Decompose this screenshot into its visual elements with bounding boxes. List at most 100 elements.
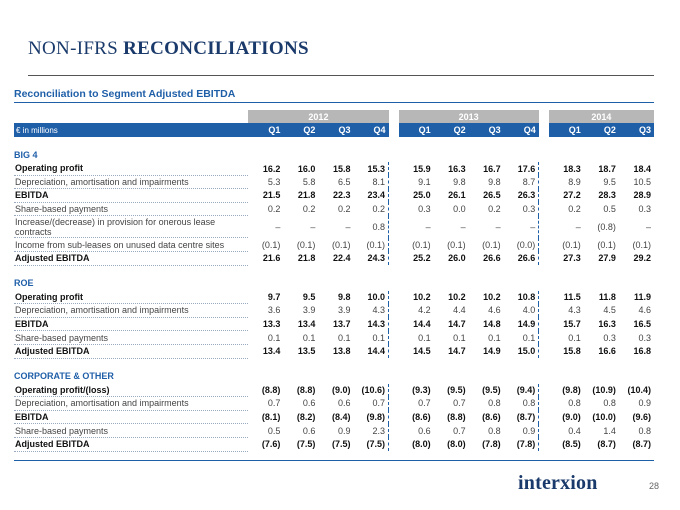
- value-cell: (9.5): [447, 385, 466, 396]
- value-cell: (8.7): [597, 439, 616, 450]
- value-cell: (10.9): [592, 385, 616, 396]
- value-cell: 4.0: [503, 303, 540, 318]
- value-cell: 27.9: [598, 253, 616, 264]
- column-gap: [389, 344, 399, 358]
- value-cell: 0.8: [568, 398, 581, 409]
- value-cell: 0.3: [418, 204, 431, 215]
- value-cell: 0.3: [503, 202, 540, 216]
- quarter-header: Q1: [248, 123, 284, 137]
- value-cell: (9.8): [562, 385, 581, 396]
- section-spacer: [14, 358, 654, 367]
- row-label: Share-based payments: [14, 423, 249, 438]
- table-body: BIG 4 Operating profit 16.2 16.0 15.8 15.3 15.…: [14, 137, 654, 452]
- value-cell: 21.8: [297, 253, 316, 264]
- section-header-row: ROE: [14, 274, 654, 291]
- value-cell: (9.8): [353, 410, 390, 424]
- value-cell: 14.9: [503, 317, 540, 331]
- section-header: BIG 4: [14, 149, 38, 160]
- value-cell: 15.8: [332, 163, 351, 174]
- value-cell: (8.4): [331, 412, 351, 423]
- quarter-header: Q3: [318, 123, 354, 137]
- value-cell: 14.9: [483, 346, 501, 357]
- value-cell: 0.2: [568, 204, 581, 215]
- column-gap: [539, 384, 549, 397]
- value-cell: 15.9: [413, 163, 431, 174]
- value-cell: 10.2: [413, 292, 431, 303]
- value-cell: 26.6: [483, 253, 501, 264]
- row-label: Increase/(decrease) in provision for one…: [14, 215, 249, 239]
- table-row: Share-based payments 0.1 0.1 0.1 0.1 0.1 0.1 0.…: [14, 330, 654, 345]
- value-cell: 0.8: [488, 398, 501, 409]
- value-cell: (0.1): [632, 239, 651, 250]
- value-cell: (0.8): [597, 221, 616, 232]
- quarter-header: Q1: [548, 123, 584, 137]
- value-cell: 0.6: [418, 425, 431, 436]
- table-row: EBITDA 13.3 13.4 13.7 14.3 14.4 14.7 14.8 14.9 15…: [14, 317, 654, 332]
- value-cell: 10.8: [503, 290, 540, 304]
- value-cell: 0.7: [267, 398, 281, 409]
- page-title-part1: NON-IFRS: [28, 38, 119, 59]
- year-header-2013: 2013: [398, 110, 539, 123]
- year-header-2014: 2014: [548, 110, 654, 123]
- section-spacer: [14, 265, 654, 274]
- value-cell: 0.5: [603, 204, 616, 215]
- section-header-row: CORPORATE & OTHER: [14, 367, 654, 384]
- value-cell: 0.3: [603, 332, 616, 343]
- column-gap: [539, 175, 549, 189]
- value-cell: 0.1: [418, 332, 431, 343]
- value-cell: 16.6: [598, 346, 616, 357]
- page-number: 28: [649, 481, 660, 491]
- row-label: Operating profit/(loss): [14, 383, 249, 398]
- value-cell: (7.5): [296, 439, 316, 450]
- value-cell: 15.8: [563, 346, 581, 357]
- row-label: EBITDA: [14, 188, 249, 203]
- subtitle-divider: [14, 102, 654, 103]
- value-cell: 13.5: [297, 346, 316, 357]
- value-cell: 14.7: [448, 346, 466, 357]
- column-gap: [389, 189, 399, 203]
- value-cell: (8.7): [503, 410, 540, 424]
- value-cell: 8.1: [353, 175, 390, 189]
- value-cell: –: [460, 221, 466, 232]
- value-cell: 8.7: [503, 175, 540, 189]
- value-cell: 26.5: [483, 190, 501, 201]
- value-cell: 15.7: [563, 319, 581, 330]
- value-cell: (0.1): [331, 239, 351, 250]
- column-gap: [539, 251, 549, 265]
- reconciliation-table: 2012 2013 2014 € in millions Q1 Q2 Q3 Q4…: [14, 110, 654, 452]
- value-cell: 0.7: [418, 398, 431, 409]
- column-gap: [539, 304, 549, 318]
- row-label: Depreciation, amortisation and impairmen…: [14, 396, 249, 411]
- value-cell: 16.0: [297, 163, 316, 174]
- column-gap: [539, 162, 549, 175]
- value-cell: (0.1): [412, 239, 431, 250]
- quarter-header: Q1: [398, 123, 434, 137]
- value-cell: 26.0: [448, 253, 466, 264]
- value-cell: (9.4): [503, 383, 540, 397]
- value-cell: 27.2: [563, 190, 581, 201]
- row-label: Depreciation, amortisation and impairmen…: [14, 175, 249, 190]
- value-cell: 28.9: [633, 190, 651, 201]
- value-cell: 21.6: [262, 253, 281, 264]
- table-row: Adjusted EBITDA 13.4 13.5 13.8 14.4 14.5 14.7 1…: [14, 344, 654, 359]
- row-label: Share-based payments: [14, 202, 249, 217]
- brand-logo: interxion: [518, 472, 598, 494]
- value-cell: (9.0): [331, 385, 351, 396]
- value-cell: (8.0): [412, 439, 431, 450]
- value-cell: 10.2: [483, 292, 501, 303]
- table-row: Increase/(decrease) in provision for one…: [14, 215, 654, 239]
- column-gap: [389, 424, 399, 438]
- value-cell: (7.6): [261, 439, 281, 450]
- table-row: Operating profit 9.7 9.5 9.8 10.0 10.2 10.2 10.…: [14, 290, 654, 305]
- value-cell: –: [310, 221, 316, 232]
- value-cell: 9.7: [267, 292, 281, 303]
- value-cell: (8.8): [447, 412, 466, 423]
- value-cell: 15.3: [353, 162, 390, 176]
- value-cell: 0.2: [337, 204, 351, 215]
- table-row: Income from sub-leases on unused data ce…: [14, 237, 654, 252]
- value-cell: –: [503, 215, 540, 238]
- value-cell: 16.3: [598, 319, 616, 330]
- table-row: Share-based payments 0.5 0.6 0.9 2.3 0.6 0.7 0.…: [14, 423, 654, 438]
- value-cell: 16.5: [633, 319, 651, 330]
- year-header-2012: 2012: [248, 110, 389, 123]
